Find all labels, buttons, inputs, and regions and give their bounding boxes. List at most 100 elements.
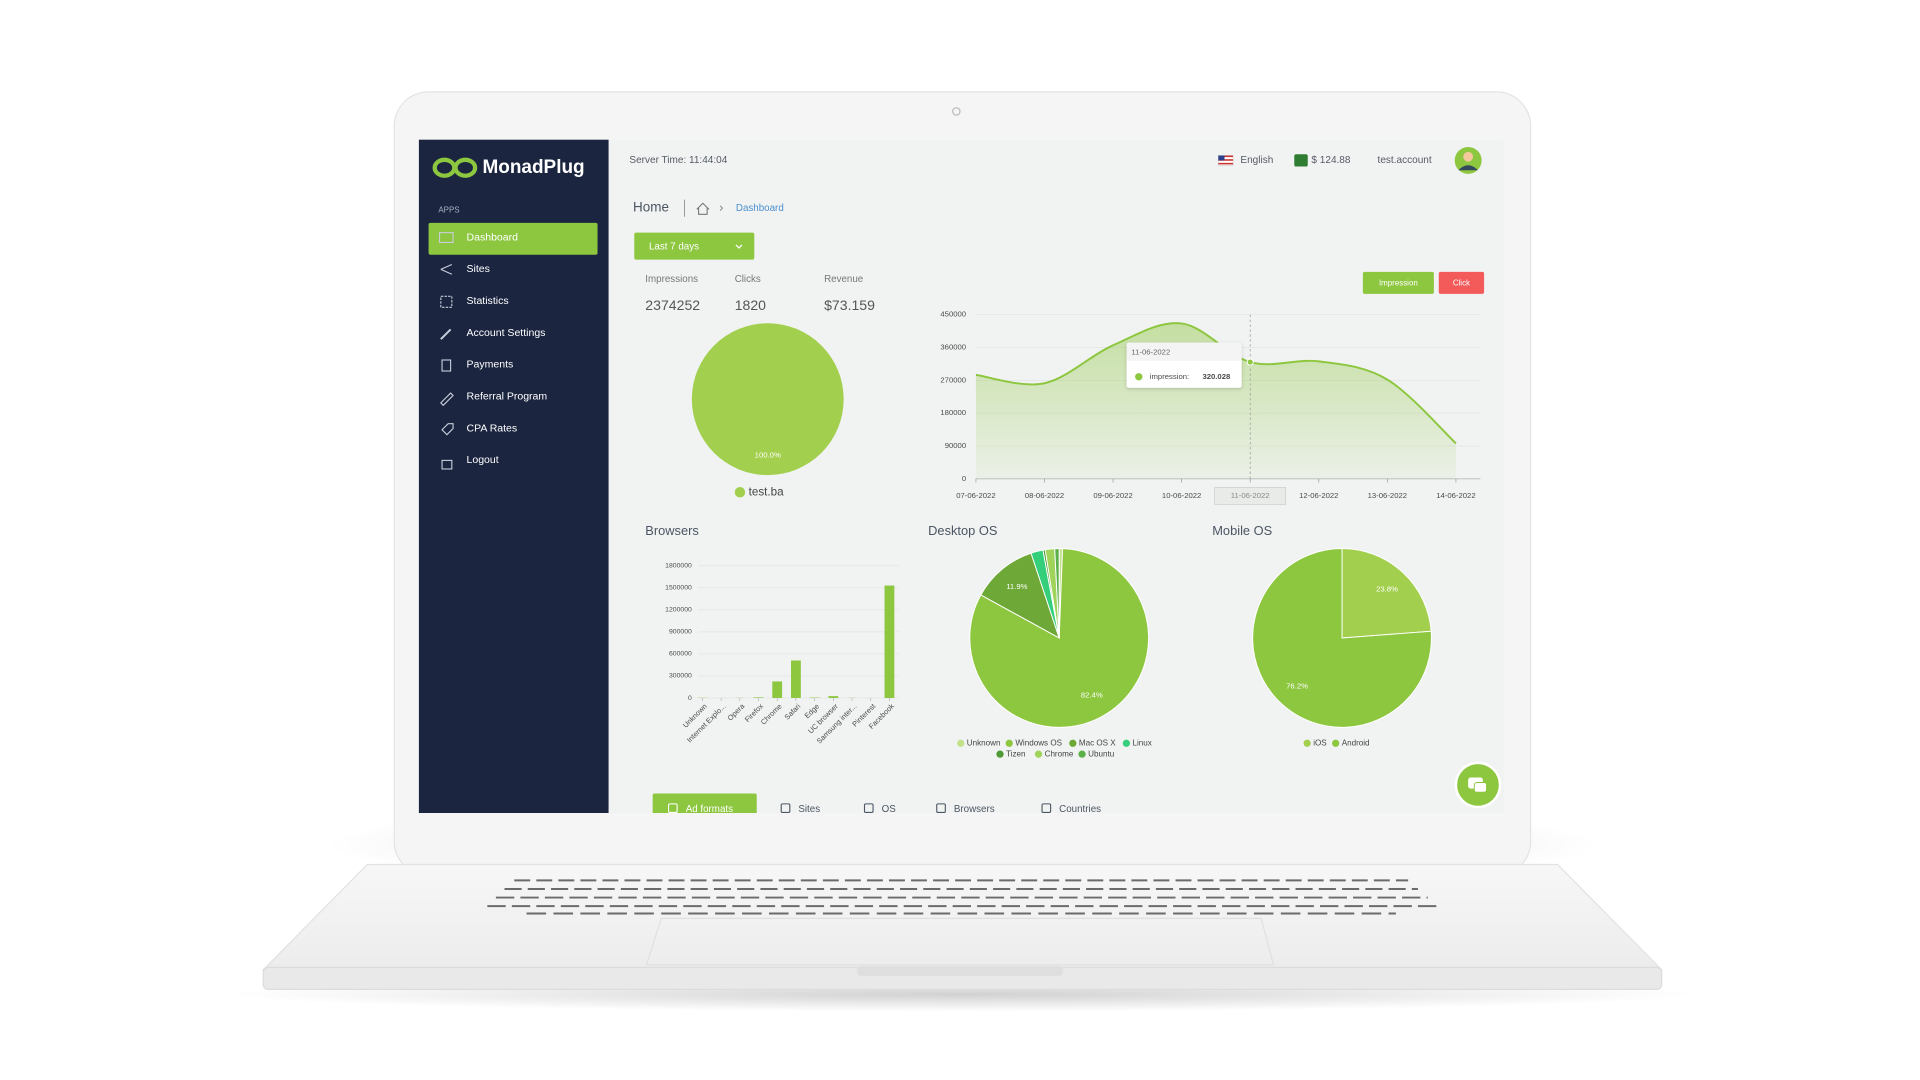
tab-label[interactable]: Sites	[798, 804, 820, 815]
legend-label: Windows OS	[1015, 738, 1062, 747]
chart-title: Mobile OS	[1212, 523, 1272, 538]
y-tick-label: 450000	[940, 310, 966, 319]
tab-label[interactable]: Browsers	[954, 804, 995, 815]
x-tick-label: 11-06-2022	[1231, 491, 1270, 500]
tab-label[interactable]: Ad formats	[686, 804, 733, 815]
line-area	[975, 323, 1456, 479]
tab-label[interactable]: OS	[882, 804, 897, 815]
x-tick-label: 07-06-2022	[956, 491, 995, 500]
y-tick-label: 180000	[940, 408, 966, 417]
logo: MonadPlug	[432, 157, 585, 178]
camera	[952, 107, 961, 116]
date-filter-label: Last 7 days	[649, 241, 699, 252]
y-tick-label: 1200000	[665, 607, 692, 614]
x-tick-label: 14-06-2022	[1436, 491, 1475, 500]
menu-item[interactable]: Dashboard	[467, 231, 519, 243]
tab-label[interactable]: Countries	[1059, 804, 1101, 815]
tooltip-value: 320.028	[1202, 372, 1231, 381]
stat-label: Clicks	[735, 274, 761, 285]
menu-item[interactable]: Account Settings	[467, 327, 546, 339]
legend-label: iOS	[1313, 738, 1327, 747]
bar	[884, 585, 895, 698]
sidebar-menu: Dashboard Sites Statistics Account Setti…	[467, 231, 548, 466]
wallet-icon	[1294, 154, 1308, 167]
menu-item[interactable]: Logout	[467, 454, 499, 466]
flag-icon	[1218, 155, 1234, 166]
tab-icon	[936, 803, 946, 813]
legend-swatch	[996, 750, 1004, 758]
stat-value: 1820	[735, 297, 766, 313]
legend-swatch	[734, 487, 746, 498]
tooltip-swatch	[1135, 373, 1143, 381]
breadcrumb-chevron	[719, 205, 724, 211]
pie-slice	[1252, 548, 1432, 728]
legend-swatch	[1069, 739, 1077, 747]
icon	[440, 295, 453, 308]
series-button-label: Click	[1453, 279, 1470, 288]
chart-title: Browsers	[645, 523, 699, 538]
breadcrumb-home[interactable]: Home	[633, 200, 669, 215]
x-tick-label: 13-06-2022	[1368, 491, 1407, 500]
y-tick-label: 1800000	[665, 563, 692, 570]
dropdown-caret	[735, 244, 743, 249]
chat-icon	[1473, 781, 1488, 793]
pie-slice	[691, 323, 844, 476]
server-time: Server Time: 11:44:04	[629, 155, 727, 166]
bar	[791, 660, 801, 698]
legend-label: Mac OS X	[1079, 738, 1116, 747]
tooltip-label: impression:	[1150, 372, 1189, 381]
account-name[interactable]: test.account	[1378, 155, 1432, 166]
legend-label: Android	[1342, 738, 1370, 747]
legend-label: test.ba	[749, 485, 784, 498]
menu-item[interactable]: Sites	[467, 263, 490, 275]
tab-icon	[780, 803, 791, 813]
tab-active	[652, 793, 757, 814]
legend-swatch	[1005, 739, 1013, 747]
legend-swatch	[957, 739, 965, 747]
home-icon	[696, 202, 710, 215]
legend-label: Ubuntu	[1088, 749, 1114, 758]
pie-value-label: 82.4%	[1081, 691, 1103, 700]
menu-item[interactable]: CPA Rates	[467, 422, 518, 434]
icon	[440, 263, 453, 275]
stat-label: Revenue	[824, 274, 863, 285]
menu-item[interactable]: Payments	[467, 359, 514, 371]
pie-value-label: 23.8%	[1376, 584, 1398, 593]
avatar-face	[1463, 151, 1474, 162]
menu-active	[428, 222, 598, 255]
icon	[441, 423, 454, 436]
menu-item[interactable]: Statistics	[467, 295, 509, 307]
legend-label: Linux	[1132, 738, 1151, 747]
stat-value: 2374252	[645, 297, 700, 313]
flag-canton	[1218, 155, 1225, 161]
crosshair-label	[1214, 487, 1287, 505]
series-button[interactable]	[1362, 271, 1434, 294]
keyboard	[487, 879, 1438, 915]
series-button[interactable]	[1438, 271, 1485, 294]
y-tick-label: 0	[962, 474, 966, 483]
tooltip-header	[1126, 342, 1242, 361]
logo-mark	[453, 157, 478, 178]
y-tick-label: 270000	[940, 375, 966, 384]
date-filter[interactable]	[634, 232, 755, 260]
dashboard: MonadPlug APPS Dashboard Sites Statistic…	[418, 139, 1502, 815]
pie-value-label: 11.9%	[1006, 582, 1027, 591]
tab-icon	[668, 803, 678, 813]
series-button-label: Impression	[1379, 279, 1418, 288]
menu-item[interactable]: Referral Program	[467, 391, 548, 403]
hinge-notch	[857, 966, 1063, 976]
legend-label: Tizen	[1006, 749, 1025, 758]
bar	[753, 697, 764, 698]
legend-label: Chrome	[1045, 749, 1074, 758]
x-tick-label: 08-06-2022	[1025, 491, 1064, 500]
stat-label: Impressions	[645, 274, 698, 285]
language[interactable]: English	[1240, 155, 1273, 166]
flag-stripe	[1218, 155, 1234, 158]
y-tick-label: 1500000	[665, 585, 692, 592]
balance: $ 124.88	[1311, 155, 1350, 166]
sidebar-icons	[439, 232, 454, 470]
y-tick-label: 900000	[669, 629, 692, 636]
legend-swatch	[1078, 750, 1086, 758]
